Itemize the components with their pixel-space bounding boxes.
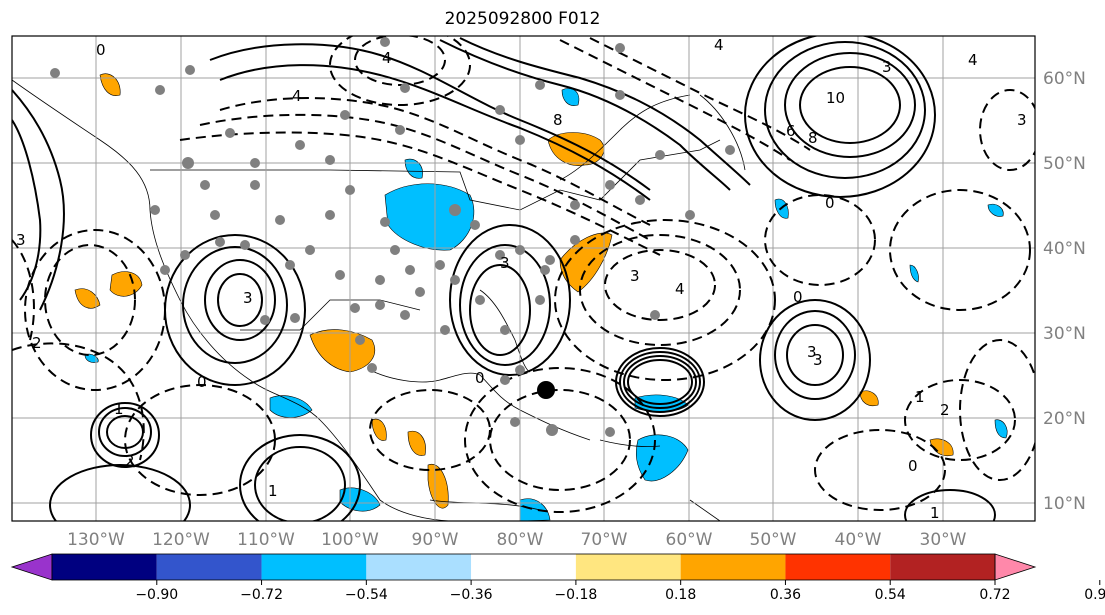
colorbar-bin — [785, 554, 891, 580]
colorbar-tick-label: −0.18 — [554, 587, 597, 603]
colorbar-tick-label: 0.18 — [665, 587, 696, 603]
lon-label-30w: 30°W — [920, 530, 967, 550]
contour-label: 8 — [553, 111, 563, 129]
contour-label: 4 — [292, 87, 302, 105]
colorbar-bin — [261, 554, 367, 580]
lon-label-60w: 60°W — [666, 530, 713, 550]
contour-label: 4 — [714, 36, 724, 54]
colorbar-ticks: −0.90 −0.72 −0.54 −0.36 −0.18 0.18 0.36 0.54 0.7… — [135, 580, 1105, 603]
colorbar-bin — [156, 554, 262, 580]
lat-label-20n: 20°N — [1043, 409, 1086, 429]
colorbar-extend-low — [10, 553, 53, 581]
colorbar-tick-label: −0.54 — [345, 587, 388, 603]
colorbar-bin — [366, 554, 472, 580]
lon-label-120w: 120°W — [152, 530, 210, 550]
contour-label: 4 — [382, 49, 392, 67]
lat-label-10n: 10°N — [1043, 494, 1086, 514]
graticule — [12, 36, 1035, 521]
colorbar-tick-label: −0.90 — [135, 587, 178, 603]
contour-label: 0 — [908, 457, 918, 475]
contour-label: 0 — [793, 288, 803, 306]
lon-label-110w: 110°W — [237, 530, 295, 550]
colorbar-bin — [890, 554, 995, 580]
contour-label: 0 — [825, 194, 835, 212]
lat-label-40n: 40°N — [1043, 239, 1086, 259]
station-markers — [50, 37, 735, 437]
contour-label: 6 — [786, 122, 796, 140]
black-marker — [537, 381, 555, 399]
colorbar-bin — [52, 554, 157, 580]
map-panel — [12, 36, 1035, 521]
lon-label-80w: 80°W — [497, 530, 544, 550]
colorbar-tick-label: 0.36 — [770, 587, 801, 603]
contour-label: 3 — [882, 58, 892, 76]
contour-label: 3 — [813, 351, 823, 369]
contour-label: 3 — [1017, 111, 1027, 129]
colorbar-bin — [575, 554, 681, 580]
contour-label: 2 — [125, 452, 135, 470]
lon-label-40w: 40°W — [835, 530, 882, 550]
contour-label: 8 — [808, 129, 818, 147]
contour-label: 0 — [96, 41, 106, 59]
contour-label: 3 — [16, 231, 26, 249]
lon-label-100w: 100°W — [321, 530, 379, 550]
map-title: 2025092800 F012 — [444, 9, 601, 29]
contour-label: 2 — [940, 401, 950, 419]
contour-label: 2 — [32, 334, 42, 352]
contour-label: 3 — [807, 343, 817, 361]
colorbar-tick-label: −0.72 — [240, 587, 283, 603]
colorbar-tick-label: 0.90 — [1084, 587, 1105, 603]
dashed-contours — [12, 36, 1035, 513]
contour-label: 3 — [243, 289, 253, 307]
contour-label: 0 — [475, 369, 485, 387]
latitude-axis: 60°N 50°N 40°N 30°N 20°N 10°N — [1043, 69, 1086, 514]
colorbar-tick-label: 0.54 — [875, 587, 906, 603]
contour-labels: 0 4 4 4 8 10 6 8 3 4 3 0 3 3 4 0 3 3 0 2… — [16, 36, 1027, 522]
contour-label: 10 — [826, 89, 845, 107]
colorbar — [10, 553, 1037, 581]
lon-label-70w: 70°W — [581, 530, 628, 550]
contour-label: 1 — [915, 388, 925, 406]
contour-label: 1 — [930, 504, 940, 522]
contour-label: 0 — [197, 373, 207, 391]
solid-contours — [12, 36, 996, 521]
lon-label-130w: 130°W — [67, 530, 125, 550]
contour-label: 1 — [268, 482, 278, 500]
contour-label: 3 — [630, 267, 640, 285]
colorbar-extend-high — [994, 553, 1037, 581]
lat-label-50n: 50°N — [1043, 154, 1086, 174]
lat-label-30n: 30°N — [1043, 324, 1086, 344]
contour-label: 4 — [968, 51, 978, 69]
longitude-axis: 130°W 120°W 110°W 100°W 90°W 80°W 70°W 6… — [67, 530, 967, 550]
colorbar-outline — [51, 553, 996, 581]
contour-label: 3 — [500, 254, 510, 272]
contour-label: 1 — [114, 400, 124, 418]
colorbar-tick-label: −0.36 — [450, 587, 493, 603]
lat-label-60n: 60°N — [1043, 69, 1086, 89]
map-frame — [11, 35, 1036, 522]
colorbar-bin — [680, 554, 786, 580]
contour-label: 4 — [675, 280, 685, 298]
colorbar-tick-label: 0.72 — [979, 587, 1010, 603]
lon-label-90w: 90°W — [412, 530, 459, 550]
lon-label-50w: 50°W — [750, 530, 797, 550]
colorbar-bin — [471, 554, 576, 580]
